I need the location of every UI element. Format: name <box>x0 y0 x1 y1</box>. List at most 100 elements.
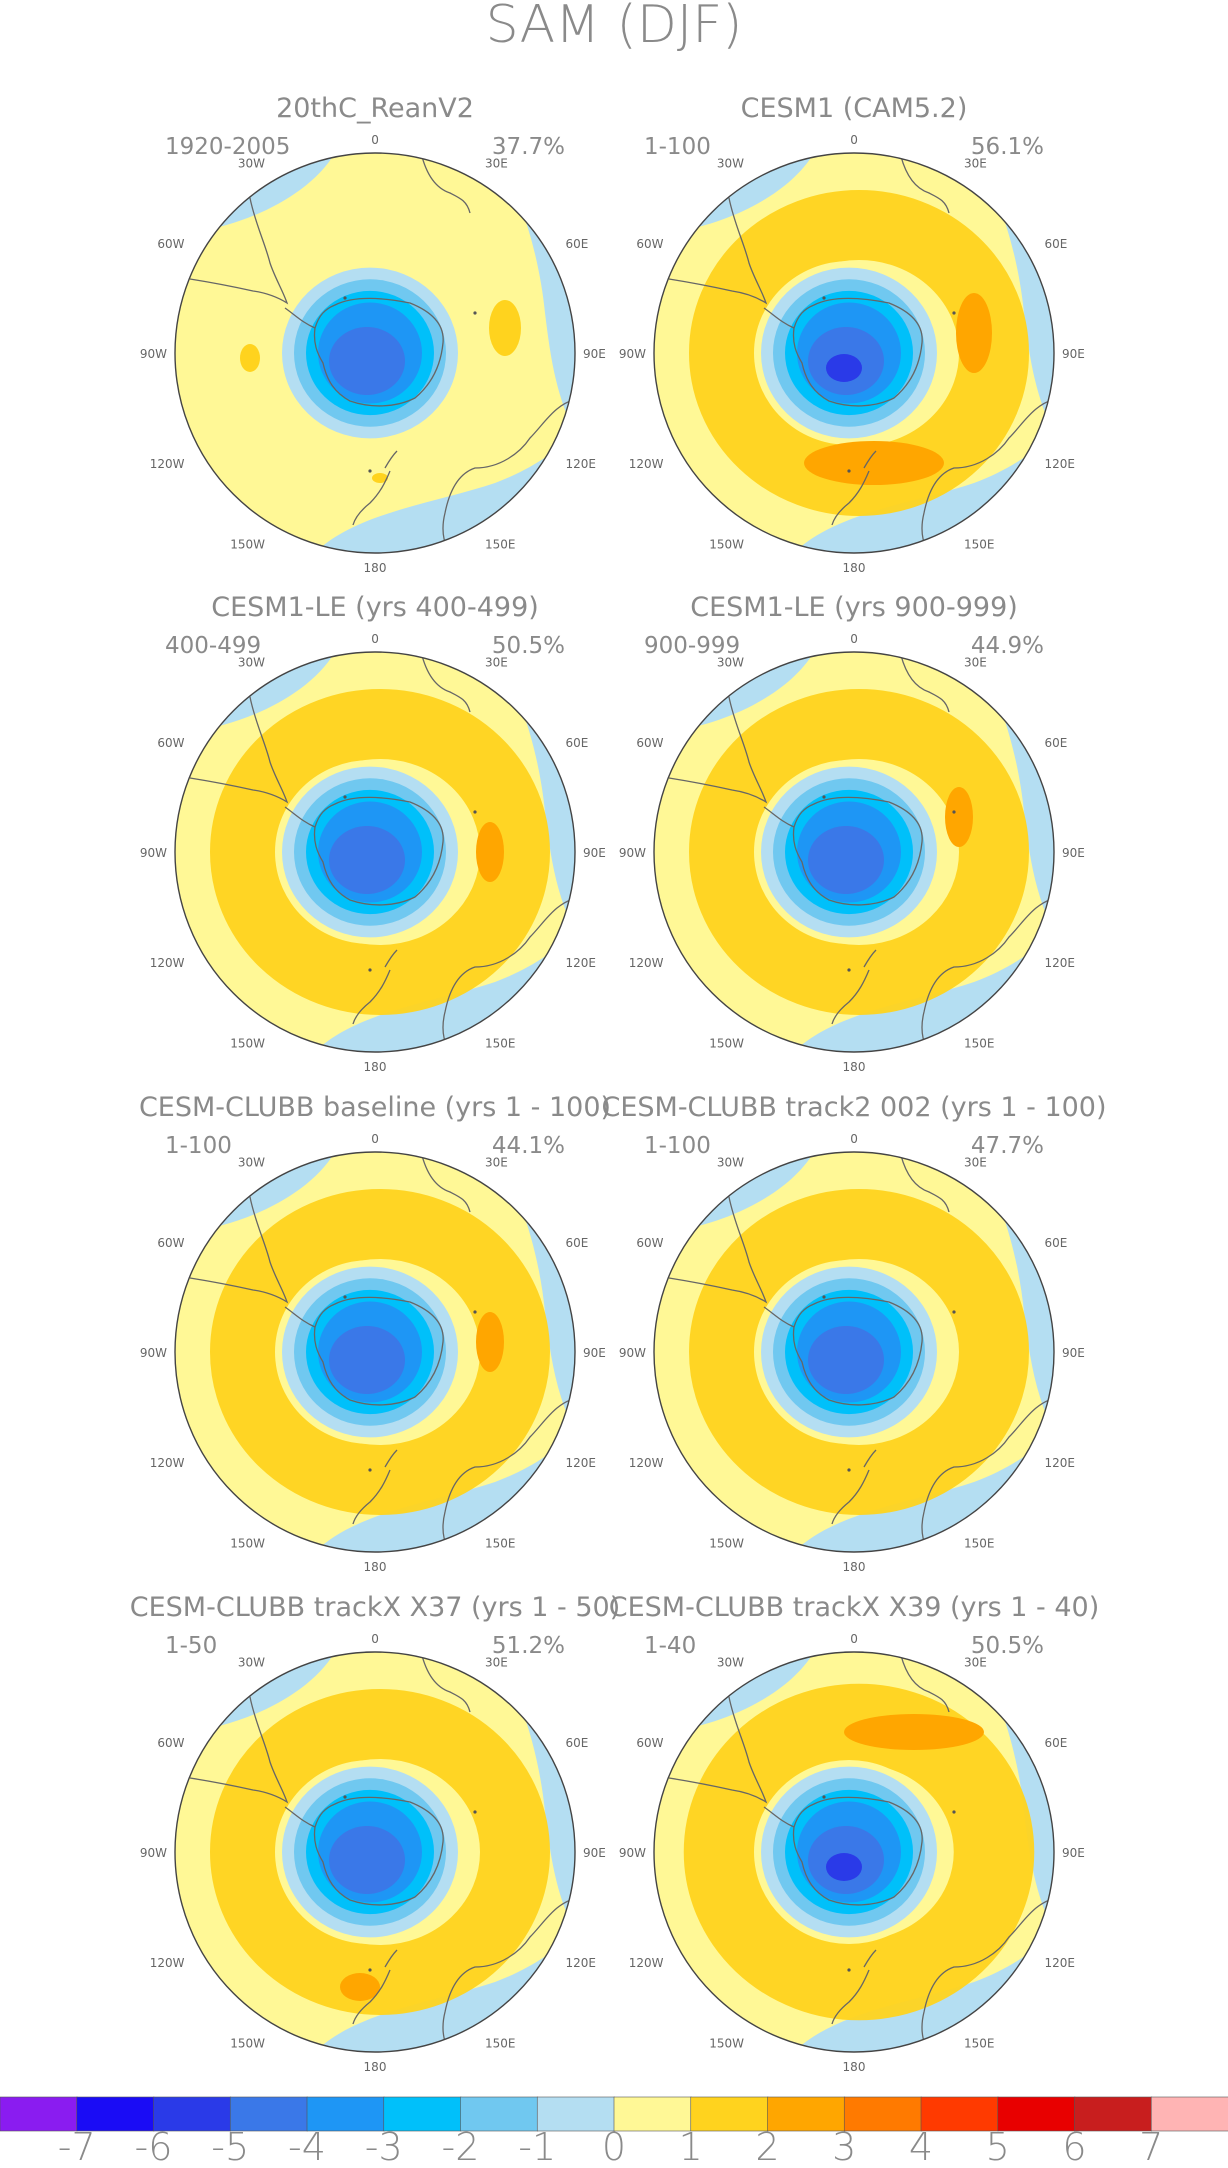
longitude-label: 120E <box>1045 1456 1076 1470</box>
panel-period: 900-999 <box>644 633 740 659</box>
colorbar-swatch <box>690 2096 769 2132</box>
longitude-label: 120E <box>566 457 597 471</box>
longitude-label: 120W <box>629 1956 664 1970</box>
longitude-label: 120E <box>1045 1956 1076 1970</box>
colorbar-label: -5 <box>211 2125 249 2168</box>
map-panel: CESM1-LE (yrs 400-499) 400-499 50.5% 0 30E 60… <box>140 592 606 1074</box>
longitude-label: 120W <box>150 1956 185 1970</box>
longitude-label: 150E <box>485 1037 516 1051</box>
panel-variance: 47.7% <box>971 1133 1044 1159</box>
longitude-label: 60E <box>1045 1736 1068 1750</box>
longitude-label: 90W <box>140 1846 167 1860</box>
colorbar-swatch <box>920 2096 999 2132</box>
longitude-label: 60E <box>1045 237 1068 251</box>
longitude-label: 90W <box>619 846 646 860</box>
colorbar-label: -2 <box>442 2125 480 2168</box>
map-panel: CESM-CLUBB trackX X39 (yrs 1 - 40) 1-40 50… <box>609 1592 1100 2074</box>
colorbar-label: -7 <box>58 2125 96 2168</box>
longitude-label: 30W <box>238 1655 265 1669</box>
longitude-label: 150E <box>485 1537 516 1551</box>
longitude-label: 30E <box>964 1155 987 1169</box>
longitude-label: 0 <box>850 133 858 147</box>
map-panel: CESM-CLUBB baseline (yrs 1 - 100) 1-100 44… <box>139 1092 611 1574</box>
longitude-label: 30E <box>485 1655 508 1669</box>
panel-title: CESM1 (CAM5.2) <box>741 93 968 124</box>
longitude-label: 150W <box>230 538 265 552</box>
panel-title: CESM-CLUBB track2 002 (yrs 1 - 100) <box>601 1092 1106 1123</box>
panel-title: CESM-CLUBB baseline (yrs 1 - 100) <box>139 1092 611 1123</box>
longitude-label: 120W <box>150 1456 185 1470</box>
longitude-label: 180 <box>364 561 387 575</box>
longitude-label: 180 <box>843 561 866 575</box>
map-panel: 20thC_ReanV2 1920-2005 37.7% 0 30E 60E 90E 120E… <box>140 93 606 575</box>
longitude-label: 90W <box>140 1346 167 1360</box>
map-panel: CESM-CLUBB track2 002 (yrs 1 - 100) 1-100… <box>601 1092 1106 1574</box>
longitude-label: 60E <box>566 1236 589 1250</box>
longitude-label: 120E <box>566 1956 597 1970</box>
panel-period: 1-100 <box>644 1133 711 1159</box>
colorbar-swatch <box>76 2096 155 2132</box>
longitude-label: 120E <box>566 956 597 970</box>
longitude-label: 0 <box>371 133 379 147</box>
figure-title: SAM (DJF) <box>486 0 743 55</box>
longitude-label: 150E <box>485 2037 516 2051</box>
panel-variance: 50.5% <box>492 633 565 659</box>
polar-map: 0 30E 60E 90E 120E 150E 180 150W 120W 90W 60W 30W <box>140 133 606 575</box>
colorbar: -7 -6 -5 -4 -3 -2 -1 0 1 2 3 4 5 6 7 <box>0 2096 1228 2168</box>
colorbar-swatch <box>306 2096 385 2132</box>
longitude-label: 150E <box>485 538 516 552</box>
panel-title: 20thC_ReanV2 <box>276 93 474 124</box>
longitude-label: 150W <box>230 2037 265 2051</box>
longitude-label: 120W <box>629 956 664 970</box>
panel-title: CESM1-LE (yrs 400-499) <box>211 592 539 623</box>
colorbar-label: 0 <box>602 2125 626 2168</box>
longitude-label: 150W <box>709 538 744 552</box>
longitude-label: 60E <box>1045 1236 1068 1250</box>
colorbar-swatch <box>0 2096 78 2132</box>
polar-map: 0 30E 60E 90E 120E 150E 180 150W 120W 90W 60W 30W <box>140 1632 606 2074</box>
panel-period: 1920-2005 <box>165 134 290 160</box>
longitude-label: 150E <box>964 1537 995 1551</box>
longitude-label: 120W <box>150 457 185 471</box>
longitude-label: 90W <box>619 347 646 361</box>
longitude-label: 60W <box>157 1736 184 1750</box>
colorbar-swatch <box>997 2096 1076 2132</box>
longitude-label: 120E <box>1045 956 1076 970</box>
longitude-label: 150W <box>230 1037 265 1051</box>
colorbar-label: 3 <box>832 2125 856 2168</box>
longitude-label: 150W <box>230 1537 265 1551</box>
colorbar-label: 1 <box>679 2125 703 2168</box>
longitude-label: 30E <box>485 1155 508 1169</box>
longitude-label: 60W <box>157 736 184 750</box>
longitude-label: 180 <box>843 1560 866 1574</box>
longitude-label: 180 <box>364 1060 387 1074</box>
longitude-label: 90E <box>583 1346 606 1360</box>
longitude-label: 60W <box>157 237 184 251</box>
longitude-label: 90W <box>619 1846 646 1860</box>
panel-title: CESM-CLUBB trackX X39 (yrs 1 - 40) <box>609 1592 1100 1623</box>
longitude-label: 60W <box>636 237 663 251</box>
colorbar-label: 6 <box>1062 2125 1086 2168</box>
longitude-label: 180 <box>843 2060 866 2074</box>
longitude-label: 30E <box>964 156 987 170</box>
longitude-label: 90E <box>583 846 606 860</box>
longitude-label: 0 <box>850 1632 858 1646</box>
longitude-label: 30E <box>964 655 987 669</box>
longitude-label: 60E <box>1045 736 1068 750</box>
colorbar-label: 5 <box>986 2125 1010 2168</box>
polar-map: 0 30E 60E 90E 120E 150E 180 150W 120W 90W 60W 30W <box>619 1632 1085 2074</box>
longitude-label: 30W <box>238 1155 265 1169</box>
panel-variance: 56.1% <box>971 134 1044 160</box>
colorbar-label: 2 <box>755 2125 779 2168</box>
longitude-label: 90E <box>583 1846 606 1860</box>
polar-map: 0 30E 60E 90E 120E 150E 180 150W 120W 90W 60W 30W <box>140 1132 606 1574</box>
colorbar-label: -4 <box>288 2125 326 2168</box>
longitude-label: 30W <box>238 655 265 669</box>
longitude-label: 180 <box>364 1560 387 1574</box>
longitude-label: 90W <box>140 846 167 860</box>
colorbar-swatch <box>536 2096 615 2132</box>
longitude-label: 90E <box>583 347 606 361</box>
colorbar-label: 4 <box>909 2125 933 2168</box>
panel-variance: 50.5% <box>971 1633 1044 1659</box>
polar-map: 0 30E 60E 90E 120E 150E 180 150W 120W 90W 60W 30W <box>140 632 606 1074</box>
